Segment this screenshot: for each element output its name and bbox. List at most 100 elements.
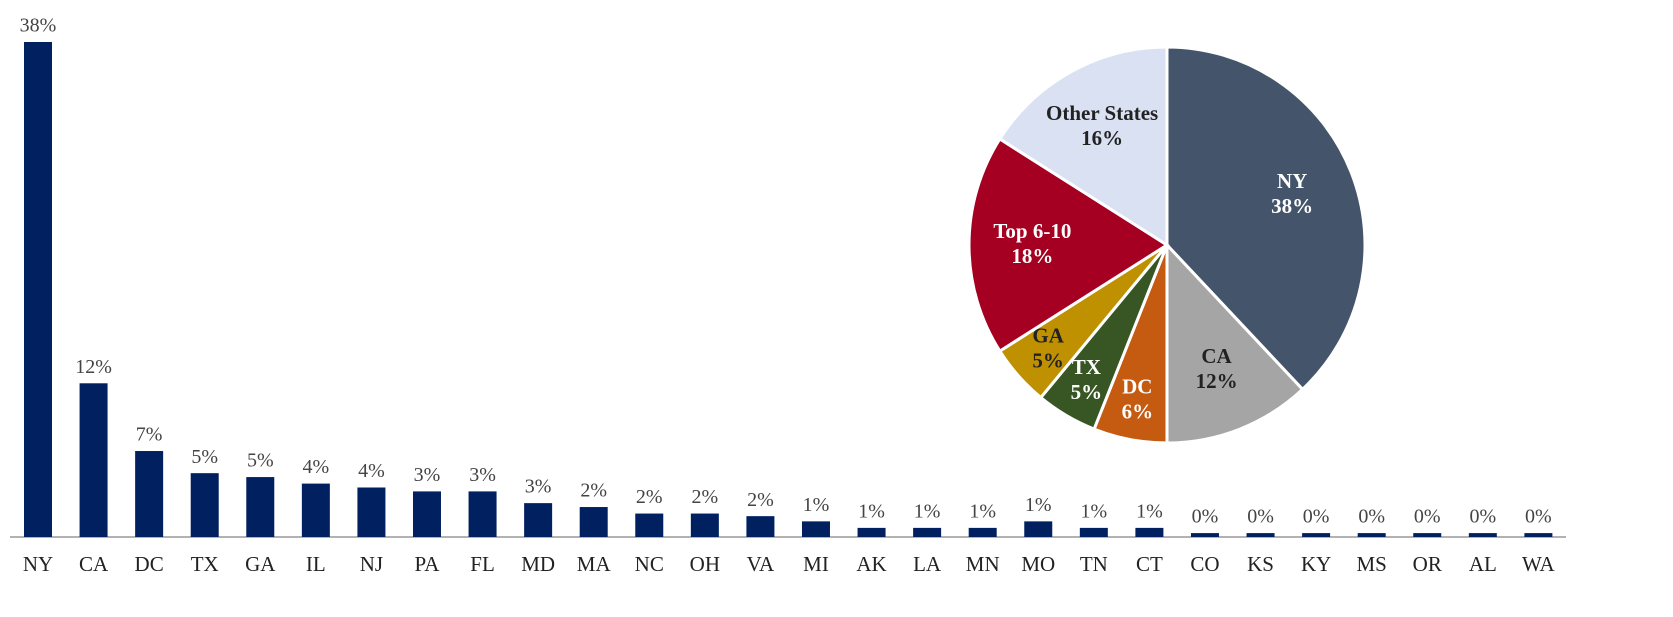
- slice-value: 18%: [1011, 244, 1053, 268]
- bar: [468, 491, 497, 537]
- bar: [1246, 533, 1275, 537]
- x-tick-label: OH: [690, 552, 720, 576]
- value-label: 4%: [303, 456, 330, 478]
- slice-value: 5%: [1071, 380, 1103, 404]
- value-label: 7%: [136, 424, 163, 446]
- value-label: 3%: [469, 464, 496, 486]
- x-tick-label: MA: [577, 552, 612, 576]
- x-tick-label: FL: [470, 552, 495, 576]
- value-label: 2%: [636, 486, 663, 508]
- pie-slice: [997, 45, 1169, 248]
- value-label: 2%: [580, 480, 607, 502]
- value-label: 0%: [1525, 506, 1552, 528]
- x-tick-label: TX: [191, 552, 219, 576]
- value-label: 1%: [1136, 500, 1163, 522]
- bar: [579, 507, 608, 537]
- pie-slice: [1165, 45, 1367, 392]
- x-tick-label: IL: [306, 552, 326, 576]
- bar: [1302, 533, 1331, 537]
- x-tick-label: NJ: [360, 552, 383, 576]
- value-label: 2%: [692, 486, 719, 508]
- bar: [1079, 527, 1108, 537]
- bar: [746, 516, 775, 537]
- value-label: 0%: [1469, 506, 1496, 528]
- value-label: 0%: [1247, 506, 1274, 528]
- x-tick-label: NC: [635, 552, 664, 576]
- x-tick-label: MS: [1357, 552, 1387, 576]
- pie-slice: [967, 136, 1170, 354]
- x-tick-label: CT: [1136, 552, 1163, 576]
- slice-value: 38%: [1271, 194, 1313, 218]
- value-label: 4%: [358, 460, 385, 482]
- bar: [1413, 533, 1442, 537]
- value-label: 3%: [525, 476, 552, 498]
- bar: [913, 527, 942, 537]
- x-tick-label: AK: [856, 552, 886, 576]
- bar: [79, 383, 108, 537]
- x-tick-label: KY: [1301, 552, 1331, 576]
- bar: [524, 503, 553, 537]
- slice-value: 16%: [1081, 126, 1123, 150]
- x-tick-label: NY: [23, 552, 53, 576]
- value-label: 5%: [247, 450, 274, 472]
- x-tick-label: PA: [415, 552, 441, 576]
- bar: [190, 473, 219, 537]
- slice-label: NY: [1277, 169, 1307, 193]
- slice-label: DC: [1122, 374, 1152, 398]
- bar: [1468, 533, 1497, 537]
- bar: [1357, 533, 1386, 537]
- value-label: 0%: [1358, 506, 1385, 528]
- x-tick-label: CO: [1190, 552, 1219, 576]
- x-tick-label: WA: [1522, 552, 1555, 576]
- value-label: 0%: [1303, 506, 1330, 528]
- bar: [301, 483, 330, 537]
- x-tick-label: AL: [1469, 552, 1497, 576]
- value-label: 0%: [1414, 506, 1441, 528]
- x-tick-label: TN: [1080, 552, 1108, 576]
- value-label: 0%: [1192, 506, 1219, 528]
- value-label: 38%: [20, 15, 57, 37]
- bar: [357, 487, 386, 537]
- bar: [857, 527, 886, 537]
- x-tick-label: MN: [966, 552, 1000, 576]
- pie-slice: [1165, 241, 1305, 445]
- x-tick-label: VA: [747, 552, 775, 576]
- bar: [1524, 533, 1553, 537]
- bar: [1135, 527, 1164, 537]
- bar: [1024, 521, 1053, 537]
- value-label: 1%: [914, 500, 941, 522]
- bar: [135, 451, 164, 537]
- slice-label: CA: [1201, 344, 1232, 368]
- x-tick-label: GA: [245, 552, 276, 576]
- slice-label: TX: [1072, 355, 1101, 379]
- value-label: 1%: [1025, 494, 1052, 516]
- x-tick-label: KS: [1247, 552, 1274, 576]
- slice-value: 12%: [1196, 369, 1238, 393]
- value-label: 12%: [75, 356, 112, 378]
- x-tick-label: MO: [1021, 552, 1055, 576]
- bar: [1190, 533, 1219, 537]
- x-tick-label: CA: [79, 552, 109, 576]
- value-label: 1%: [858, 500, 885, 522]
- bar: [635, 513, 664, 537]
- value-label: 1%: [969, 500, 996, 522]
- value-label: 1%: [803, 494, 830, 516]
- bar: [24, 42, 52, 537]
- x-tick-label: LA: [913, 552, 942, 576]
- slice-value: 6%: [1122, 399, 1154, 423]
- x-tick-label: MI: [803, 552, 829, 576]
- x-tick-label: OR: [1413, 552, 1442, 576]
- slice-label: Top 6-10: [993, 219, 1071, 243]
- bar: [968, 527, 997, 537]
- value-label: 3%: [414, 464, 441, 486]
- bar: [690, 513, 719, 537]
- value-label: 5%: [191, 446, 218, 468]
- x-tick-label: MD: [521, 552, 555, 576]
- value-label: 1%: [1080, 500, 1107, 522]
- slice-value: 5%: [1032, 349, 1064, 373]
- x-tick-label: DC: [135, 552, 164, 576]
- bar: [801, 521, 830, 537]
- bar: [246, 477, 275, 537]
- bar: [412, 491, 441, 537]
- slice-label: Other States: [1046, 101, 1158, 125]
